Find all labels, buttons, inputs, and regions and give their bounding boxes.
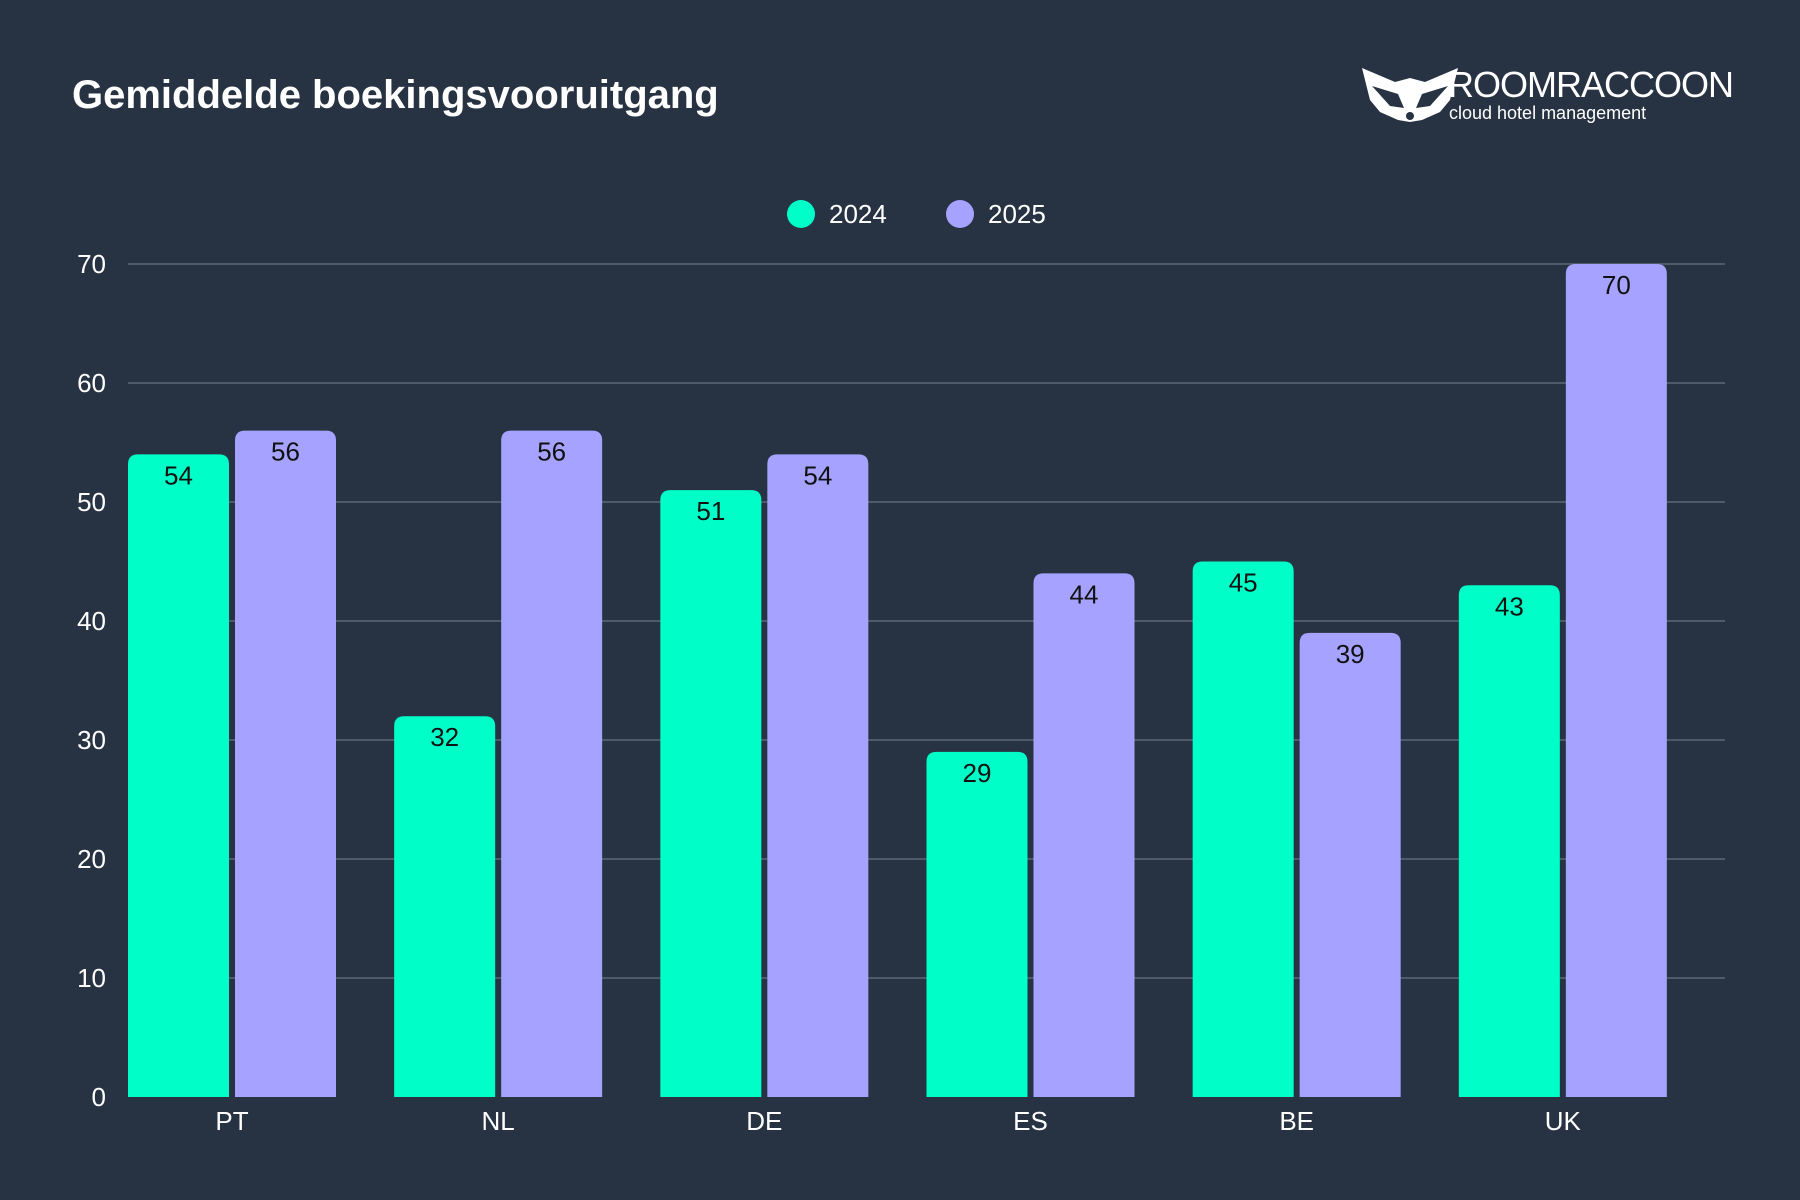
bar-2024-NL: [394, 716, 496, 1097]
data-label: 56: [271, 437, 300, 467]
data-label: 44: [1070, 579, 1099, 609]
legend-item-2025[interactable]: 2025: [946, 199, 1046, 229]
bar-2024-DE: [660, 490, 762, 1098]
legend-label: 2025: [988, 199, 1046, 229]
x-tick-label: ES: [1013, 1106, 1048, 1136]
x-tick-label: DE: [746, 1106, 782, 1136]
data-label: 29: [963, 758, 992, 788]
y-tick-label: 50: [77, 487, 106, 517]
bar-2025-DE: [767, 454, 869, 1097]
x-tick-label: PT: [215, 1106, 248, 1136]
y-tick-label: 40: [77, 606, 106, 636]
legend-label: 2024: [829, 199, 887, 229]
x-axis: PT NL DE ES BE UK: [215, 1106, 1581, 1136]
y-tick-label: 20: [77, 844, 106, 874]
y-tick-label: 70: [77, 249, 106, 279]
logo-name: ROOMRACCOON: [1448, 64, 1733, 105]
bar-2024-PT: [128, 454, 229, 1097]
bar-2025-NL: [501, 430, 603, 1098]
y-tick-label: 10: [77, 963, 106, 993]
data-label: 39: [1336, 639, 1365, 669]
data-label: 43: [1495, 591, 1524, 621]
y-tick-label: 60: [77, 368, 106, 398]
y-axis: 0 10 20 30 40 50 60 70: [77, 249, 106, 1112]
y-tick-label: 30: [77, 725, 106, 755]
chart-title: Gemiddelde boekingsvooruitgang: [72, 73, 719, 117]
x-tick-label: NL: [482, 1106, 515, 1136]
bar-2024-ES: [926, 751, 1028, 1097]
bar-2025-BE: [1299, 632, 1401, 1097]
bar-2024-UK: [1458, 585, 1560, 1097]
legend-swatch: [946, 200, 974, 228]
legend: 2024 2025: [787, 199, 1046, 229]
y-tick-label: 0: [92, 1082, 106, 1112]
data-label: 70: [1602, 270, 1631, 300]
bar-2025-UK: [1565, 264, 1667, 1097]
logo-tagline: cloud hotel management: [1449, 103, 1646, 123]
x-tick-label: BE: [1279, 1106, 1314, 1136]
data-label: 32: [430, 722, 459, 752]
data-label: 45: [1229, 568, 1258, 598]
legend-swatch: [787, 200, 815, 228]
roomraccoon-logo: ROOMRACCOON cloud hotel management: [1362, 64, 1734, 123]
bar-2025-ES: [1033, 573, 1135, 1097]
x-tick-label: UK: [1545, 1106, 1582, 1136]
data-label: 54: [164, 460, 193, 490]
data-label: 56: [537, 437, 566, 467]
bar-2024-BE: [1192, 561, 1294, 1097]
bars: 54 56 32 56 51 54 29 44 45 39 43 70: [128, 264, 1667, 1098]
legend-item-2024[interactable]: 2024: [787, 199, 887, 229]
raccoon-icon: [1362, 68, 1458, 122]
data-label: 51: [696, 496, 725, 526]
bar-2025-PT: [235, 430, 336, 1098]
data-label: 54: [803, 460, 832, 490]
